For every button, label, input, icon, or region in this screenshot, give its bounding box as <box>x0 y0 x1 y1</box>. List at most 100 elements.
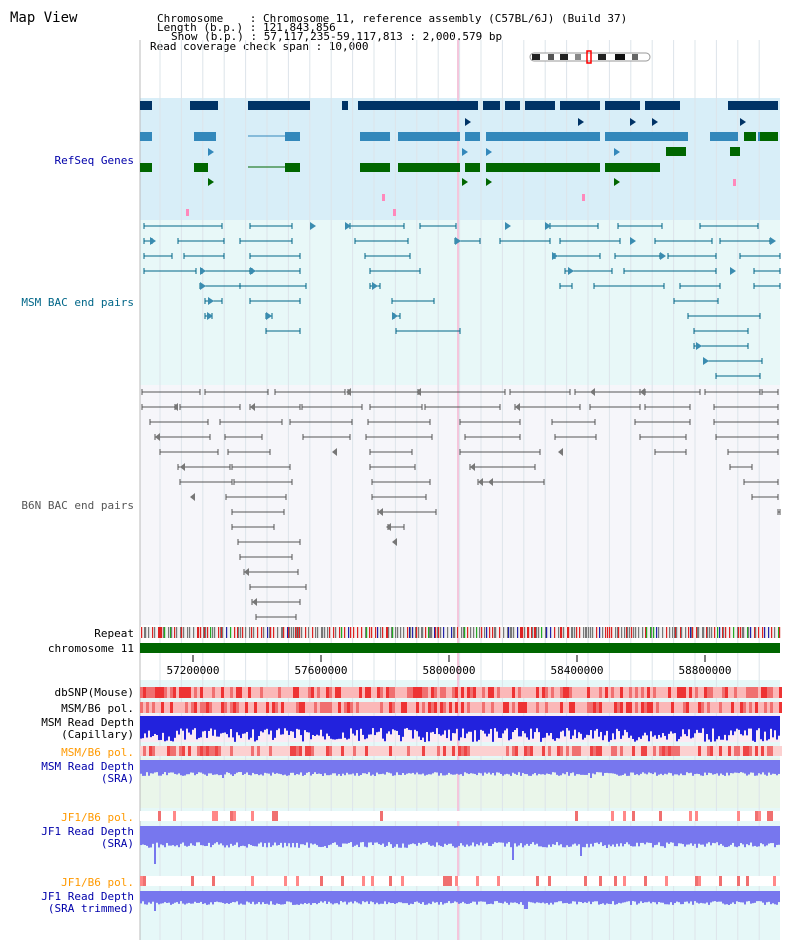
polymorphism-cell <box>152 746 155 756</box>
read-depth-bar <box>264 891 266 904</box>
read-depth-bar <box>764 891 766 905</box>
read-depth-bar <box>238 891 240 905</box>
repeat-element <box>511 627 513 638</box>
repeat-element <box>755 627 757 638</box>
read-depth-bar <box>688 716 690 730</box>
gene-arrow <box>578 118 584 126</box>
read-depth-bar <box>516 716 518 729</box>
read-depth-bar <box>200 760 202 773</box>
polymorphism-cell <box>698 811 701 821</box>
polymorphism-cell <box>326 687 329 698</box>
read-depth-bar <box>152 826 154 844</box>
read-depth-bar <box>488 891 490 904</box>
polymorphism-cell <box>455 876 458 886</box>
read-depth-bar <box>734 891 736 905</box>
read-depth-bar <box>720 760 722 774</box>
read-depth-bar <box>644 760 646 774</box>
polymorphism-cell <box>422 702 425 713</box>
polymorphism-cell <box>158 687 161 698</box>
read-depth-bar <box>464 760 466 773</box>
polymorphism-cell <box>695 746 698 756</box>
read-depth-bar <box>458 716 460 741</box>
msm-bac-arrow <box>200 267 206 275</box>
read-depth-bar <box>544 826 546 848</box>
read-depth-bar <box>374 891 376 905</box>
polymorphism-cell <box>554 702 557 713</box>
gene-arrow <box>652 118 658 126</box>
polymorphism-cell <box>569 687 572 698</box>
ideogram-band <box>632 54 638 60</box>
read-depth-bar <box>256 826 258 847</box>
read-depth-bar <box>284 826 286 843</box>
repeat-element <box>645 627 647 638</box>
polymorphism-cell <box>773 687 776 698</box>
read-depth-bar <box>150 716 152 738</box>
read-depth-bar <box>392 760 394 776</box>
polymorphism-cell <box>182 876 185 886</box>
read-depth-bar <box>176 716 178 731</box>
polymorphism-cell <box>602 876 605 886</box>
polymorphism-cell <box>236 687 239 698</box>
repeat-element <box>361 627 363 638</box>
read-depth-bar <box>366 716 368 739</box>
polymorphism-cell <box>467 811 470 821</box>
read-depth-bar <box>654 891 656 903</box>
read-depth-bar <box>402 826 404 844</box>
polymorphism-cell <box>437 702 440 713</box>
polymorphism-cell <box>434 702 437 713</box>
read-depth-bar <box>644 891 646 903</box>
polymorphism-cell <box>422 876 425 886</box>
polymorphism-cell <box>536 876 539 886</box>
polymorphism-cell <box>473 687 476 698</box>
read-depth-bar <box>488 716 490 734</box>
polymorphism-cell <box>293 702 296 713</box>
polymorphism-cell <box>428 746 431 756</box>
read-depth-bar <box>636 760 638 775</box>
read-depth-bar <box>408 826 410 845</box>
polymorphism-cell <box>587 687 590 698</box>
polymorphism-cell <box>395 687 398 698</box>
polymorphism-cell <box>269 702 272 713</box>
polymorphism-cell <box>719 876 722 886</box>
polymorphism-cell <box>686 746 689 756</box>
read-depth-bar <box>464 891 466 904</box>
read-depth-bar <box>362 891 364 902</box>
repeat-element <box>447 627 449 638</box>
read-depth-bar <box>730 760 732 774</box>
polymorphism-cell <box>611 746 614 756</box>
polymorphism-cell <box>188 746 191 756</box>
polymorphism-cell <box>584 687 587 698</box>
read-depth-bar <box>570 716 572 740</box>
repeat-element <box>238 627 240 638</box>
read-depth-bar <box>262 891 264 903</box>
polymorphism-cell <box>314 687 317 698</box>
read-depth-bar <box>758 891 760 902</box>
polymorphism-cell <box>533 811 536 821</box>
polymorphism-cell <box>242 702 245 713</box>
read-depth-bar <box>308 716 310 733</box>
polymorphism-cell <box>689 876 692 886</box>
polymorphism-cell <box>476 876 479 886</box>
polymorphism-cell <box>170 687 173 698</box>
msm-b6-pol-label: MSM/B6 pol. <box>61 702 134 715</box>
refseq-genes-label[interactable]: RefSeq Genes <box>54 154 134 167</box>
polymorphism-cell <box>161 811 164 821</box>
read-depth-bar <box>422 891 424 903</box>
polymorphism-cell <box>161 746 164 756</box>
read-depth-bar <box>440 891 442 903</box>
polymorphism-cell <box>236 702 239 713</box>
read-depth-bar <box>546 760 548 774</box>
msm-bac-arrow <box>660 252 666 260</box>
polymorphism-cell <box>530 811 533 821</box>
b6n-bac-arrow <box>173 403 178 411</box>
read-depth-bar <box>238 826 240 848</box>
msm-bac-label[interactable]: MSM BAC end pairs <box>21 296 134 309</box>
read-depth-bar <box>316 891 318 905</box>
read-depth-bar <box>726 826 728 848</box>
read-depth-bar <box>730 891 732 904</box>
polymorphism-cell <box>140 746 143 756</box>
polymorphism-cell <box>497 876 500 886</box>
b6n-bac-label[interactable]: B6N BAC end pairs <box>21 499 134 512</box>
polymorphism-cell <box>563 687 566 698</box>
